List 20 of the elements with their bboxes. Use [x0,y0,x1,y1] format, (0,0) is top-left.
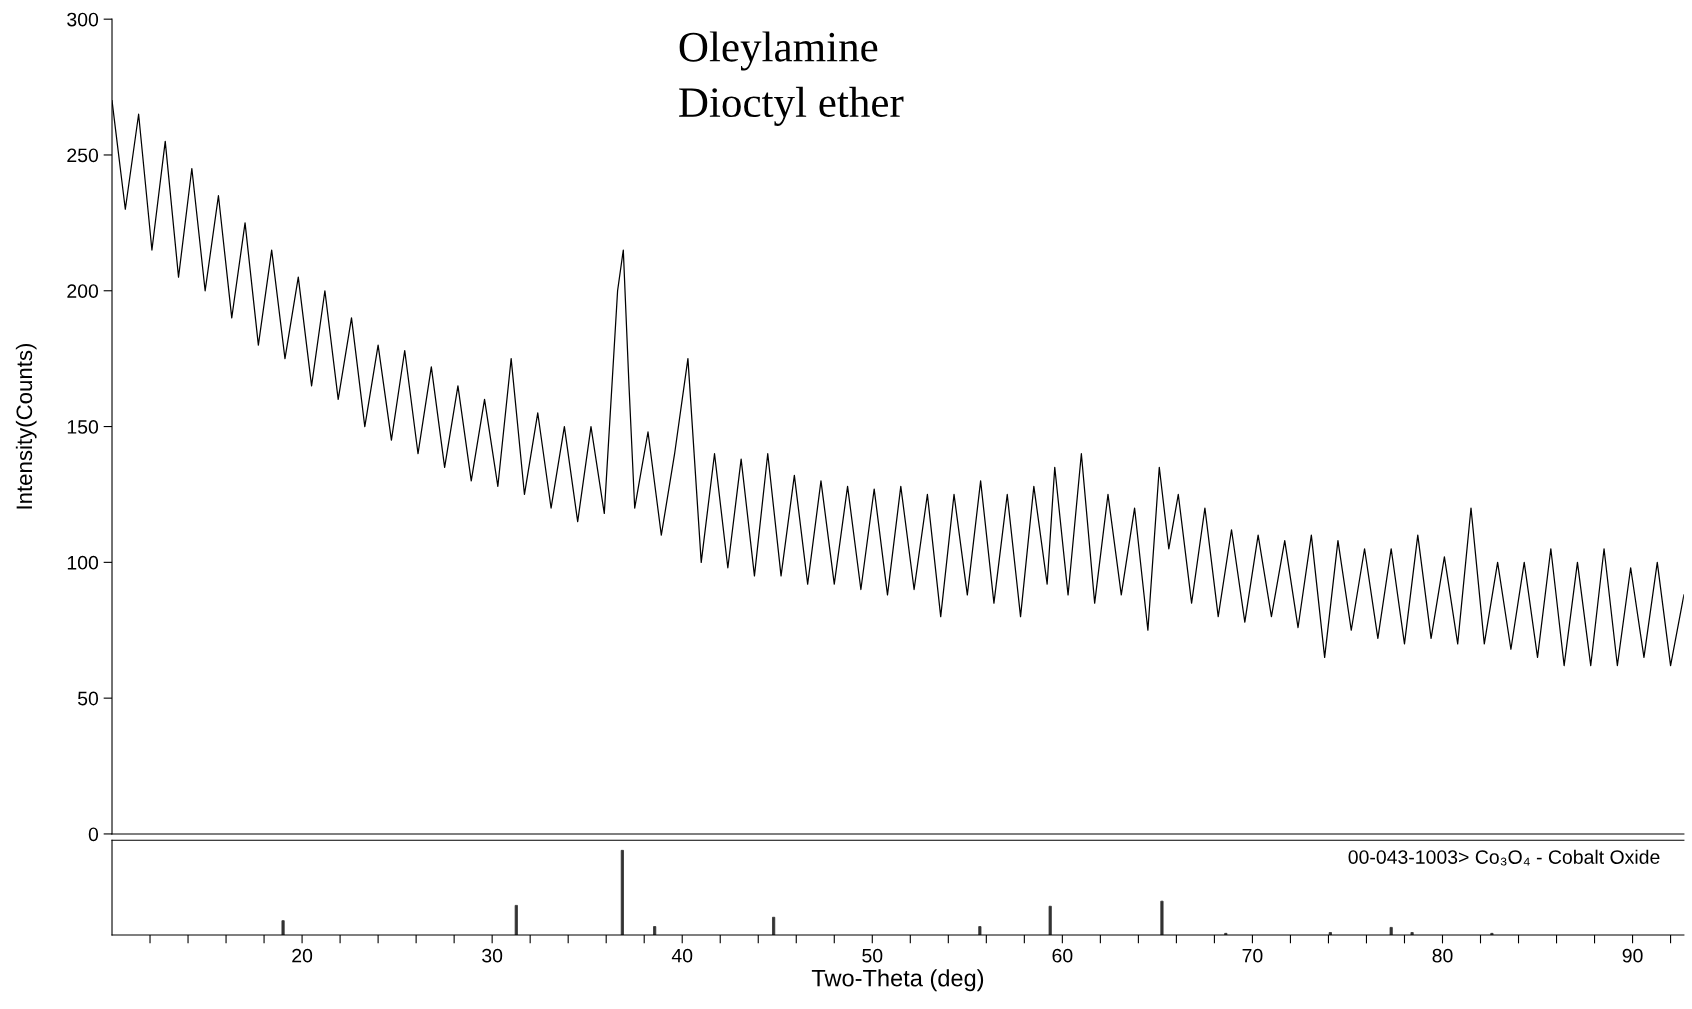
annotation: Dioctyl ether [679,86,904,126]
y-tick-label: 300 [67,12,99,27]
y-tick-label: 50 [77,691,99,706]
y-tick-label: 150 [67,420,99,434]
x-tick-label: 20 [292,948,313,963]
x-tick-label: 50 [862,948,883,963]
x-tick-label: 60 [1052,948,1073,963]
x-tick-label: 40 [671,948,693,963]
y-axis-title: Intensity(Counts) [15,343,37,509]
x-axis-title: Two-Theta (deg) [811,969,984,992]
y-tick-label: 250 [67,148,99,163]
x-tick-label: 30 [482,948,503,963]
y-tick-label: 100 [67,555,99,570]
annotation: Oleylamine [679,31,878,71]
annotation: 00-043-1003> Co₃O₄ - Cobalt Oxide [1348,849,1660,866]
y-tick-label: 200 [67,284,99,298]
x-tick-label: 80 [1432,948,1453,963]
x-tick-label: 90 [1622,948,1643,963]
y-tick-label: 0 [88,827,99,842]
x-tick-label: 70 [1242,948,1263,963]
